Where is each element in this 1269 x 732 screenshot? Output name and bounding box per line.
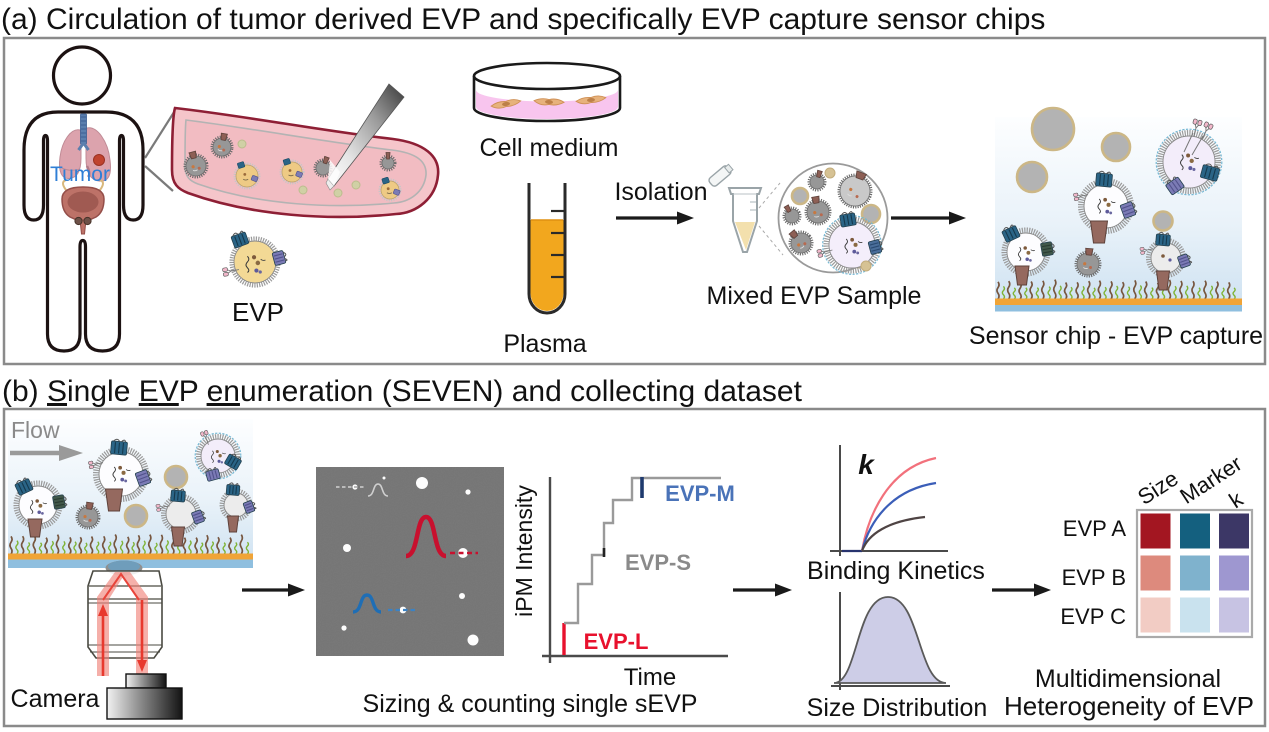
svg-text:EVP-L: EVP-L: [584, 629, 649, 654]
svg-text:Time: Time: [624, 664, 676, 691]
svg-text:Sensor chip - EVP capture: Sensor chip - EVP capture: [969, 322, 1263, 350]
svg-text:EVP A: EVP A: [1063, 516, 1127, 541]
svg-text:Heterogeneity of EVP: Heterogeneity of EVP: [1004, 691, 1254, 721]
svg-text:iPM Intensity: iPM Intensity: [511, 485, 537, 617]
svg-text:k: k: [858, 449, 875, 480]
svg-text:Camera: Camera: [11, 685, 100, 713]
svg-text:Plasma: Plasma: [503, 330, 586, 358]
svg-text:Size Distribution: Size Distribution: [807, 694, 988, 722]
svg-text:Tumor: Tumor: [50, 163, 110, 186]
svg-text:EVP B: EVP B: [1062, 565, 1126, 590]
svg-text:Multidimensional: Multidimensional: [1035, 665, 1221, 693]
svg-text:(a) Circulation of tumor deriv: (a) Circulation of tumor derived EVP and…: [1, 3, 1045, 36]
svg-text:EVP: EVP: [232, 297, 284, 327]
svg-text:Flow: Flow: [11, 417, 60, 443]
svg-text:EVP C: EVP C: [1060, 604, 1126, 629]
svg-text:(b) Single EVP enumeration (SE: (b) Single EVP enumeration (SEVEN) and c…: [2, 375, 803, 408]
svg-text:Mixed EVP Sample: Mixed EVP Sample: [707, 282, 922, 310]
svg-text:Isolation: Isolation: [614, 178, 707, 206]
svg-text:Binding Kinetics: Binding Kinetics: [807, 557, 985, 585]
svg-text:Cell medium: Cell medium: [480, 134, 619, 162]
svg-text:EVP-S: EVP-S: [625, 550, 691, 575]
svg-text:Sizing & counting single sEVP: Sizing & counting single sEVP: [363, 690, 698, 718]
svg-text:EVP-M: EVP-M: [665, 481, 735, 506]
